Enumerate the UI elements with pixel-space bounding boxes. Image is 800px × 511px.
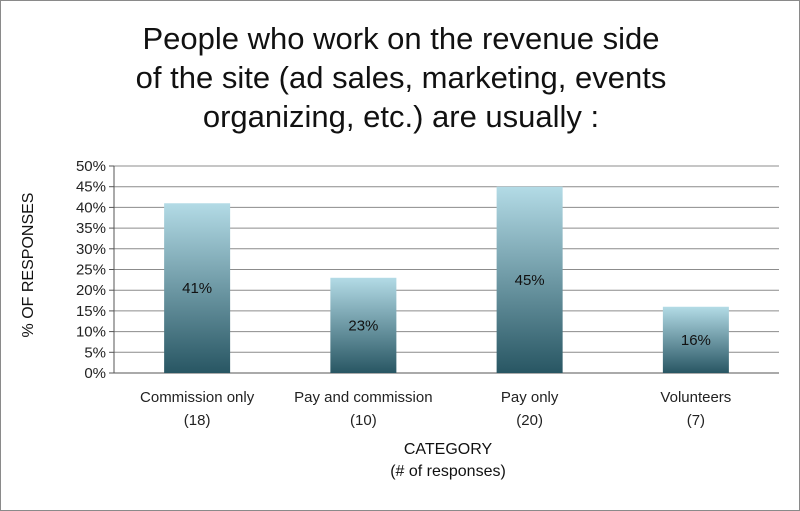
bar-0 xyxy=(164,203,231,373)
x-tick-label: Pay only xyxy=(501,389,559,406)
bar-2 xyxy=(496,186,563,373)
bars: 41% 23% 45% 16% xyxy=(164,186,729,373)
y-tick-label: 20% xyxy=(76,282,106,299)
y-tick-label: 25% xyxy=(76,262,106,279)
y-axis-ticks: 0% 5% 10% 15% 20% 25% 30% 35% 40% 45% 50% xyxy=(76,158,114,382)
x-tick-label: Pay and commission xyxy=(294,389,432,406)
x-axis-ticks: Commission only (18) Pay and commission (10… xyxy=(140,389,731,429)
y-tick-label: 45% xyxy=(76,179,106,196)
y-tick-label: 15% xyxy=(76,303,106,320)
x-tick-count: (18) xyxy=(184,412,211,429)
y-axis-title: % OF RESPONSES xyxy=(20,193,37,338)
x-tick-label: Commission only xyxy=(140,389,255,406)
y-tick-label: 40% xyxy=(76,199,106,216)
x-axis-title-line-2: (# of responses) xyxy=(390,463,506,480)
bar-value-label: 41% xyxy=(182,280,212,297)
bar-value-label: 45% xyxy=(515,272,545,289)
chart-title-line-3: organizing, etc.) are usually : xyxy=(202,99,600,134)
y-tick-label: 35% xyxy=(76,220,106,237)
x-tick-count: (20) xyxy=(516,412,543,429)
y-tick-label: 50% xyxy=(76,158,106,175)
x-tick-count: (10) xyxy=(350,412,377,429)
y-tick-label: 30% xyxy=(76,241,106,258)
chart-title-line-1: People who work on the revenue side xyxy=(142,21,660,56)
y-tick-label: 10% xyxy=(76,324,106,341)
y-tick-label: 5% xyxy=(84,344,106,361)
bar-value-label: 23% xyxy=(348,317,378,334)
bar-1 xyxy=(330,277,397,373)
x-tick-label: Volunteers xyxy=(660,389,731,406)
chart-title-line-2: of the site (ad sales, marketing, events xyxy=(135,60,667,95)
x-axis-title-line-1: CATEGORY xyxy=(404,441,493,458)
bar-value-label: 16% xyxy=(681,332,711,349)
bar-3 xyxy=(662,306,729,373)
y-tick-label: 0% xyxy=(84,365,106,382)
x-tick-count: (7) xyxy=(687,412,705,429)
